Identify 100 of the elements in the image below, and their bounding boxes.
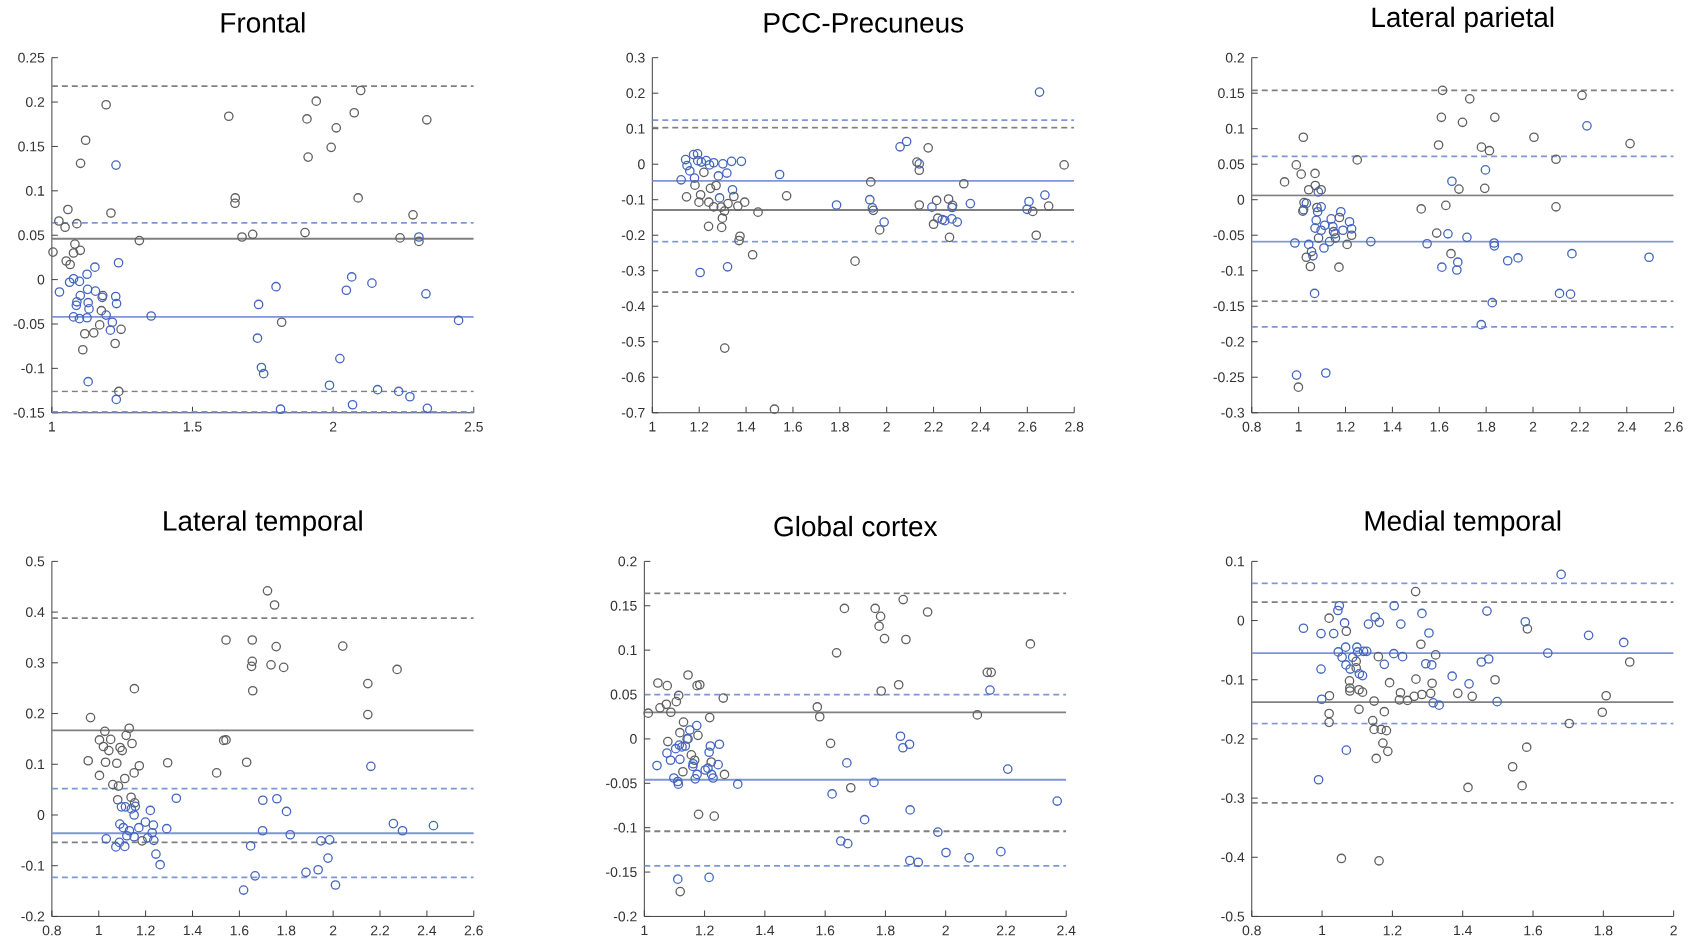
point (388, 818, 399, 829)
point (1293, 382, 1304, 393)
point (1316, 628, 1326, 639)
y-tick-label: 0.3 (25, 657, 45, 668)
x-tick-label: 1.5 (183, 421, 202, 432)
point (670, 743, 681, 754)
point (1601, 690, 1611, 701)
point (914, 165, 925, 176)
y-tick-label: 0 (630, 733, 637, 744)
point (130, 801, 141, 812)
point (230, 193, 241, 203)
point (898, 742, 908, 753)
point (1464, 94, 1475, 104)
point (901, 634, 911, 645)
x-tick-label: 1.4 (1454, 925, 1473, 936)
point (643, 708, 654, 719)
point (713, 171, 724, 181)
point (932, 213, 943, 224)
point (870, 603, 881, 614)
point (1597, 707, 1608, 718)
y-tick-label: -0.1 (21, 363, 45, 374)
point (335, 353, 345, 364)
point (137, 836, 147, 846)
chart-title: Lateral temporal (164, 510, 362, 537)
point (237, 232, 247, 242)
point (54, 287, 65, 297)
point (1447, 671, 1458, 682)
point (681, 192, 692, 202)
x-tick-label: 2.2 (1570, 421, 1589, 432)
point (716, 202, 727, 212)
point (114, 837, 125, 848)
point (713, 759, 724, 770)
point (355, 85, 366, 96)
point (1310, 223, 1320, 233)
point (1373, 651, 1384, 662)
point (685, 725, 695, 735)
point (666, 707, 676, 718)
y-tick-label: 0.3 (626, 52, 645, 63)
x-tick-label: 2 (883, 421, 890, 432)
point (1464, 679, 1474, 689)
point (1025, 639, 1036, 649)
x-tick-label: 1 (649, 421, 656, 432)
point (723, 198, 733, 209)
point (1328, 221, 1338, 232)
y-tick-label: 0.1 (1225, 556, 1245, 567)
point (1312, 202, 1322, 213)
point (1454, 184, 1464, 194)
point (914, 200, 925, 210)
y-tick-label: -0.05 (13, 319, 45, 329)
point (126, 792, 136, 803)
point (1330, 233, 1341, 243)
y-tick-label: -0.5 (621, 336, 645, 347)
x-tick-label: 2.4 (1617, 421, 1637, 432)
point (734, 235, 744, 246)
point (1059, 160, 1069, 170)
point (714, 193, 725, 203)
point (675, 886, 686, 897)
point (70, 239, 80, 249)
point (708, 201, 719, 212)
point (1625, 138, 1635, 149)
point (727, 184, 738, 195)
y-tick-label: 0 (1237, 194, 1245, 205)
x-tick-label: 2.4 (417, 925, 437, 936)
point (1324, 717, 1334, 728)
point (148, 835, 159, 846)
point (675, 754, 685, 765)
point (64, 277, 75, 288)
y-tick-label: -0.2 (1221, 733, 1245, 744)
point (77, 344, 88, 355)
y-tick-label: -0.2 (621, 230, 645, 241)
point (1351, 656, 1362, 667)
point (71, 300, 82, 311)
point (1367, 715, 1378, 726)
point (1476, 142, 1487, 152)
point (105, 325, 116, 336)
point (129, 831, 139, 842)
point (118, 822, 129, 833)
point (72, 296, 82, 307)
point (421, 114, 432, 125)
point (1303, 184, 1314, 195)
point (722, 168, 732, 178)
y-tick-label: 0.2 (1225, 52, 1245, 63)
point (129, 810, 139, 820)
point (238, 885, 249, 895)
point (739, 197, 750, 208)
y-tick-label: 0.15 (610, 600, 637, 611)
point (1316, 225, 1326, 236)
point (1339, 618, 1350, 628)
point (80, 135, 91, 146)
point (405, 391, 415, 402)
point (774, 169, 785, 180)
point (694, 197, 704, 208)
point (72, 218, 82, 229)
point (246, 661, 257, 672)
x-tick-label: 2.6 (464, 925, 483, 936)
point (100, 757, 111, 768)
point (1452, 688, 1463, 699)
x-tick-label: 1.8 (1594, 925, 1613, 936)
point (301, 867, 311, 878)
point (337, 641, 348, 651)
